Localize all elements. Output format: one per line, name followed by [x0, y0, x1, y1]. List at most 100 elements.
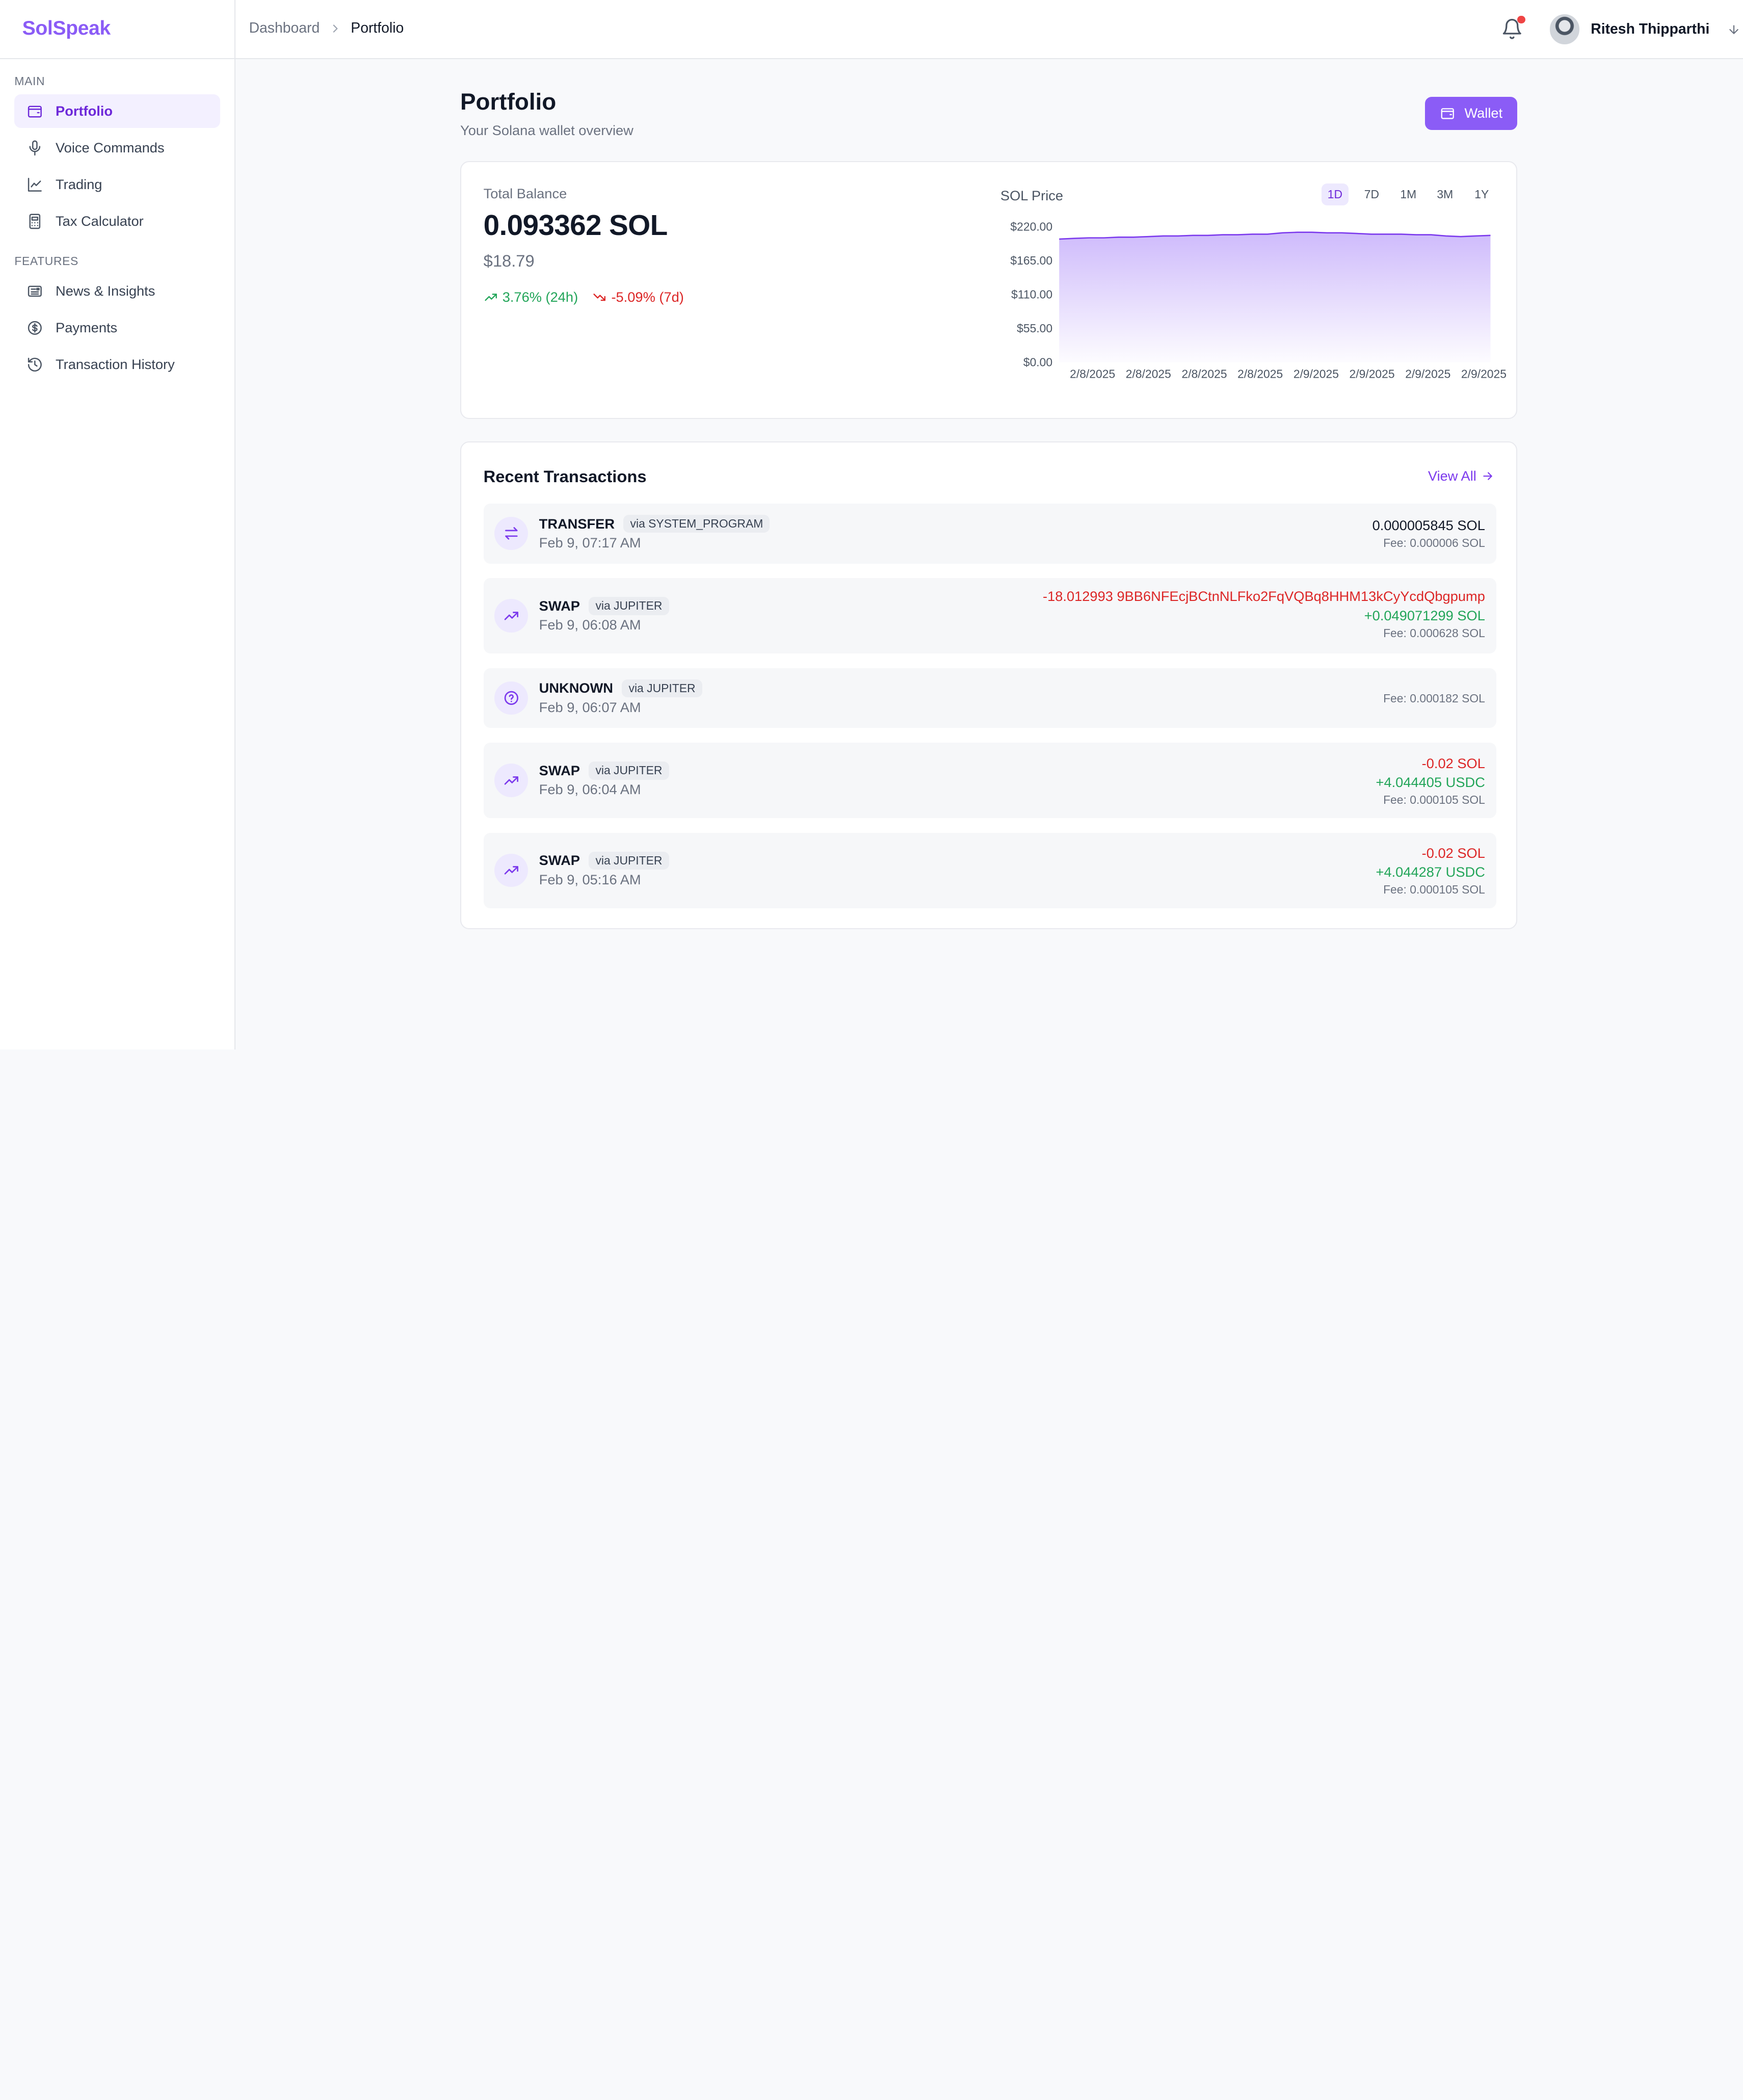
view-all-label[interactable]: View All: [1428, 468, 1476, 484]
transaction-row[interactable]: UNKNOWN via JUPITER Feb 9, 06:07 AM Fee:…: [483, 668, 1496, 728]
total-balance-sol: 0.093362 SOL: [483, 209, 668, 242]
sidebar: MAIN Portfolio Voice Commands Trading Ta…: [0, 59, 236, 1050]
price-line: [1059, 231, 1491, 240]
x-tick-label: 2/9/2025: [1461, 367, 1507, 380]
transaction-row[interactable]: SWAP via JUPITER Feb 9, 05:16 AM -0.02 S…: [483, 832, 1496, 908]
x-tick-label: 2/9/2025: [1350, 367, 1395, 380]
user-name[interactable]: Ritesh Thipparthi: [1591, 21, 1710, 38]
sidebar-section-main: MAIN: [14, 74, 45, 88]
sidebar-item-label: Voice Commands: [56, 140, 165, 156]
view-all-link[interactable]: View All: [1428, 468, 1494, 484]
range-1d-button[interactable]: 1D: [1322, 183, 1349, 206]
range-7d-button[interactable]: 7D: [1358, 183, 1385, 206]
transaction-type: SWAP via JUPITER: [539, 851, 669, 870]
transaction-amounts: 0.000005845 SOL Fee: 0.000006 SOL: [1372, 516, 1485, 552]
transaction-fee: Fee: 0.000105 SOL: [1383, 883, 1485, 897]
sidebar-item-payments[interactable]: Payments: [14, 311, 220, 345]
sidebar-item-label: Trading: [56, 176, 102, 193]
transaction-amounts: -18.012993 9BB6NFEcjBCtnNLFko2FqVQBq8HHM…: [1043, 587, 1485, 641]
trending-up-icon: [494, 853, 528, 887]
transaction-amount-out: -18.012993 9BB6NFEcjBCtnNLFko2FqVQBq8HHM…: [1043, 588, 1485, 605]
line-chart-icon: [28, 177, 42, 192]
change-7d: -5.09% (7d): [592, 288, 684, 305]
sidebar-item-voice-commands[interactable]: Voice Commands: [14, 131, 220, 164]
breadcrumb: Dashboard Portfolio: [249, 20, 404, 37]
sidebar-item-label: Tax Calculator: [56, 213, 144, 229]
recent-transactions-card: Recent Transactions View All TRANSFER vi…: [460, 441, 1518, 930]
breadcrumb-portfolio: Portfolio: [351, 20, 404, 37]
change-24h: 3.76% (24h): [484, 289, 578, 305]
wallet-icon: [28, 106, 42, 118]
history-icon: [28, 357, 42, 372]
trending-up-icon: [484, 293, 497, 301]
transaction-time: Feb 9, 05:16 AM: [539, 871, 641, 887]
transaction-type-label: TRANSFER: [539, 515, 615, 532]
transaction-amount-in: +4.044287 USDC: [1376, 864, 1485, 880]
brand-logo[interactable]: SolSpeak: [22, 16, 111, 39]
sidebar-item-tax-calculator[interactable]: Tax Calculator: [14, 204, 220, 238]
range-3m-button[interactable]: 3M: [1432, 183, 1458, 206]
sidebar-item-label: Payments: [56, 320, 118, 336]
transaction-type-label: SWAP: [539, 597, 580, 614]
x-tick-label: 2/9/2025: [1405, 367, 1450, 380]
transaction-type: SWAP via JUPITER: [539, 597, 669, 615]
wallet-icon: [1441, 108, 1455, 119]
transaction-program-badge: via JUPITER: [589, 851, 669, 870]
transaction-amount-out: -0.02 SOL: [1421, 755, 1485, 771]
x-axis-ticks: 2/8/2025 2/8/2025 2/8/2025 2/8/2025 2/9/2025…: [1070, 367, 1507, 380]
sidebar-item-news-insights[interactable]: News & Insights: [14, 275, 220, 308]
total-balance-usd: $18.79: [483, 251, 535, 270]
transaction-fee: Fee: 0.000628 SOL: [1383, 626, 1485, 640]
transaction-time: Feb 9, 06:07 AM: [539, 699, 641, 715]
sidebar-item-label: Portfolio: [56, 103, 113, 119]
page-title: Portfolio: [460, 89, 557, 115]
transaction-time: Feb 9, 06:08 AM: [539, 617, 641, 633]
sidebar-item-portfolio[interactable]: Portfolio: [14, 94, 220, 128]
arrow-down-icon[interactable]: [1727, 23, 1740, 36]
sidebar-item-transaction-history[interactable]: Transaction History: [14, 348, 220, 381]
transaction-type-label: SWAP: [539, 852, 580, 869]
x-tick-label: 2/8/2025: [1182, 367, 1227, 380]
transaction-fee: Fee: 0.000182 SOL: [1383, 692, 1485, 705]
notification-dot: [1517, 15, 1525, 23]
user-menu[interactable]: Ritesh Thipparthi: [1549, 14, 1741, 45]
page-subtitle: Your Solana wallet overview: [460, 122, 633, 138]
x-tick-label: 2/8/2025: [1070, 367, 1115, 380]
transaction-type-label: UNKNOWN: [539, 680, 613, 696]
transaction-amounts: Fee: 0.000182 SOL: [1383, 690, 1485, 707]
wallet-button-label: Wallet: [1464, 105, 1503, 121]
trending-up-icon: [494, 599, 528, 633]
avatar[interactable]: [1549, 14, 1580, 45]
y-tick-label: $220.00: [1011, 220, 1053, 233]
x-tick-label: 2/9/2025: [1293, 367, 1339, 380]
transaction-type: TRANSFER via SYSTEM_PROGRAM: [539, 514, 770, 533]
dollar-circle-icon: [28, 321, 42, 335]
transaction-amount-in: +0.049071299 SOL: [1364, 607, 1485, 623]
transaction-row[interactable]: SWAP via JUPITER Feb 9, 06:04 AM -0.02 S…: [483, 742, 1496, 819]
bell-icon[interactable]: [1501, 18, 1523, 40]
change-7d-value: -5.09% (7d): [611, 288, 684, 305]
transaction-row[interactable]: TRANSFER via SYSTEM_PROGRAM Feb 9, 07:17…: [483, 503, 1496, 564]
newspaper-icon: [28, 285, 42, 297]
range-1y-button[interactable]: 1Y: [1468, 183, 1495, 206]
range-1m-button[interactable]: 1M: [1395, 183, 1421, 206]
sidebar-item-label: Transaction History: [56, 356, 175, 373]
sidebar-section-features: FEATURES: [14, 254, 78, 268]
balance-card: Total Balance 0.093362 SOL $18.79 3.76% …: [460, 161, 1518, 419]
transaction-program-badge: via JUPITER: [589, 761, 669, 780]
divider: [234, 0, 236, 59]
trending-down-icon: [593, 293, 606, 301]
transaction-fee: Fee: 0.000006 SOL: [1383, 536, 1485, 549]
y-tick-label: $110.00: [1011, 287, 1052, 301]
recent-transactions-title: Recent Transactions: [483, 466, 647, 486]
change-24h-value: 3.76% (24h): [502, 288, 578, 305]
sidebar-item-trading[interactable]: Trading: [14, 168, 220, 201]
breadcrumb-dashboard[interactable]: Dashboard: [249, 20, 320, 37]
x-tick-label: 2/8/2025: [1126, 367, 1171, 380]
wallet-button[interactable]: Wallet: [1425, 96, 1518, 130]
transaction-row[interactable]: SWAP via JUPITER Feb 9, 06:08 AM -18.012…: [483, 578, 1496, 654]
microphone-icon: [29, 140, 41, 155]
transaction-fee: Fee: 0.000105 SOL: [1383, 793, 1485, 806]
transaction-amount-in: +4.044405 USDC: [1376, 774, 1485, 790]
y-tick-label: $55.00: [1017, 322, 1052, 335]
